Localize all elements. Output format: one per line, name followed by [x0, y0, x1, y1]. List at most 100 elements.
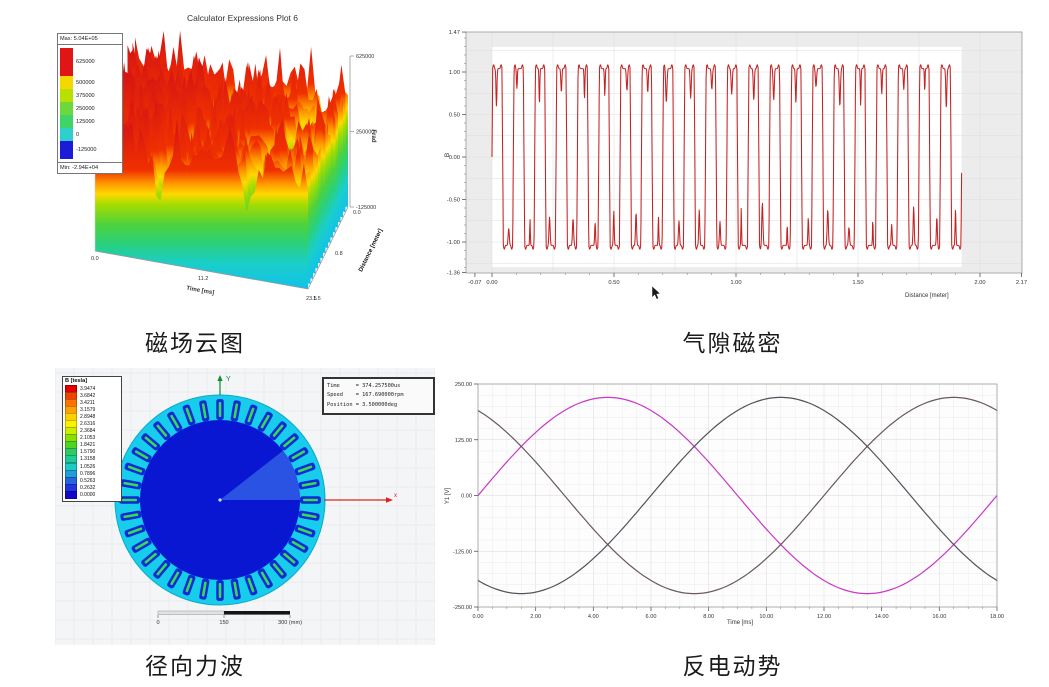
caption-field-cloud: 磁场云图 — [145, 330, 245, 356]
field-band-wedge — [220, 450, 300, 500]
stator-slot — [288, 447, 309, 463]
stator-slot — [300, 496, 321, 504]
surface-row — [95, 119, 308, 289]
legend-value-label: 2.3684 — [80, 428, 96, 435]
legend-value-label: 625000 — [76, 59, 95, 65]
stator-slot — [230, 400, 241, 422]
x-axis-arrowhead — [386, 497, 393, 503]
legend-color-swatch — [60, 128, 73, 141]
x-tick-label: 14.00 — [875, 614, 889, 620]
winding-bar — [247, 577, 255, 593]
mouse-cursor-icon — [651, 285, 661, 300]
winding-bar — [127, 465, 143, 473]
legend-value-label: 0.2632 — [80, 484, 96, 491]
stator-slot — [131, 537, 152, 553]
emf-plot-panel: 250.00 125.00 0.00 -125.00 -250.00 0.00 2.00 4.… — [440, 368, 1049, 630]
y-tick-label: 0.00 — [449, 155, 460, 161]
distance-axis-label: Distance [meter] — [358, 228, 384, 273]
x-tick-label: 10.00 — [759, 614, 773, 620]
legend-value-label: 3.4211 — [80, 399, 95, 406]
legend-color-swatch — [60, 89, 73, 102]
caption-airgap-flux: 气隙磁密 — [682, 330, 783, 356]
y-tick-label: -125.00 — [453, 549, 472, 555]
plot-frame — [465, 31, 1023, 274]
stator-slot — [153, 559, 171, 579]
legend-value-label: 1.8421 — [80, 442, 96, 449]
caption-back-emf: 反电动势 — [682, 653, 783, 679]
z-axis-label: Frad — [370, 129, 376, 142]
x-tick-label: 18.00 — [990, 614, 1004, 620]
winding-bar — [260, 414, 270, 429]
time-tick-label: 0.0 — [91, 256, 99, 262]
legend-value-label: 3.9474 — [80, 385, 96, 392]
stator-slot — [269, 559, 287, 579]
legend-color-swatch — [65, 490, 77, 499]
solver-position: Position = 3.500000deg — [327, 401, 398, 408]
legend-value-label: -125000 — [76, 147, 97, 153]
stator-slot — [294, 524, 316, 538]
stator-slot — [244, 404, 258, 426]
x-tick-label: 0.00 — [473, 614, 484, 620]
stator-slot — [244, 574, 258, 596]
winding-bar — [297, 527, 313, 535]
winding-bar — [127, 527, 143, 535]
surface-plot-title: Calculator Expressions Plot 6 — [186, 13, 299, 23]
winding-bar — [144, 436, 157, 448]
y-tick-label: 0.50 — [449, 113, 460, 119]
solver-info-box: Time = 374.257500us Speed = 167.690000rp… — [322, 377, 435, 415]
z-tick-label: 625000 — [356, 54, 374, 60]
legend-value-label: 1.0526 — [80, 463, 96, 470]
legend-value-label: 0.7896 — [80, 470, 96, 477]
stator-slot — [269, 421, 287, 441]
surface-legend-entries: 625000 500000 375000 250000 125000 0 -125000 — [58, 45, 122, 162]
y-tick-label: 1.00 — [449, 70, 460, 76]
stator-slot — [182, 574, 196, 596]
x-axis-triad-label: x — [394, 493, 397, 499]
stator-slot — [216, 580, 224, 601]
center-marker — [218, 498, 222, 502]
winding-bar — [156, 424, 168, 437]
stator-slot — [216, 399, 224, 420]
surface-legend-entry: 500000 — [60, 76, 120, 89]
winding-bar — [170, 571, 180, 586]
winding-bar — [144, 552, 157, 564]
x-tick-label: 2.00 — [530, 614, 541, 620]
stator-slot — [230, 578, 241, 600]
stator-slot — [120, 510, 142, 521]
legend-value-label: 0 — [76, 131, 80, 138]
airgap-plot-panel: 1.47 1.00 0.50 0.00 -0.50 -1.00 -1.36 -0.07 0.00… — [440, 5, 1049, 305]
winding-bar — [134, 450, 149, 460]
solver-speed: Speed = 167.690000rpm — [327, 392, 404, 399]
legend-value-label: 2.8948 — [80, 413, 96, 420]
legend-value-label: 500000 — [76, 79, 95, 86]
emf-curve-phase-B — [477, 396, 998, 595]
legend-value-label: 2.1053 — [80, 435, 96, 442]
stator-slot — [131, 447, 152, 463]
x-tick-label: 0.00 — [486, 280, 497, 286]
y-tick-label: -1.36 — [447, 271, 460, 277]
x-axis-label: Distance [meter] — [905, 293, 949, 299]
winding-bar — [301, 513, 317, 519]
winding-bar — [291, 450, 306, 460]
y-tick-label: -0.50 — [447, 198, 460, 204]
stator-slot — [199, 578, 210, 600]
winding-bar — [233, 581, 239, 597]
stator-slot — [182, 404, 196, 426]
legend-color-swatch — [60, 76, 73, 89]
legend-value-label: 0.0000 — [80, 491, 96, 498]
legend-value-label: 1.3158 — [80, 456, 96, 463]
y-axis-triad-label: Y — [226, 376, 231, 383]
winding-bar — [291, 540, 306, 550]
y-tick-label: 0.00 — [461, 494, 472, 500]
x-axis-label: Time [ms] — [727, 620, 753, 626]
x-tick-label: -0.07 — [468, 280, 481, 286]
surface-legend-entry: -125000 — [60, 141, 120, 159]
distance-tick-label: 1.5 — [313, 296, 321, 302]
surface-legend-entry: 375000 — [60, 89, 120, 102]
winding-bar — [218, 583, 222, 598]
y-axis-label: B — [444, 153, 451, 157]
winding-bar — [185, 407, 193, 423]
y-tick-label: 250.00 — [455, 382, 472, 388]
